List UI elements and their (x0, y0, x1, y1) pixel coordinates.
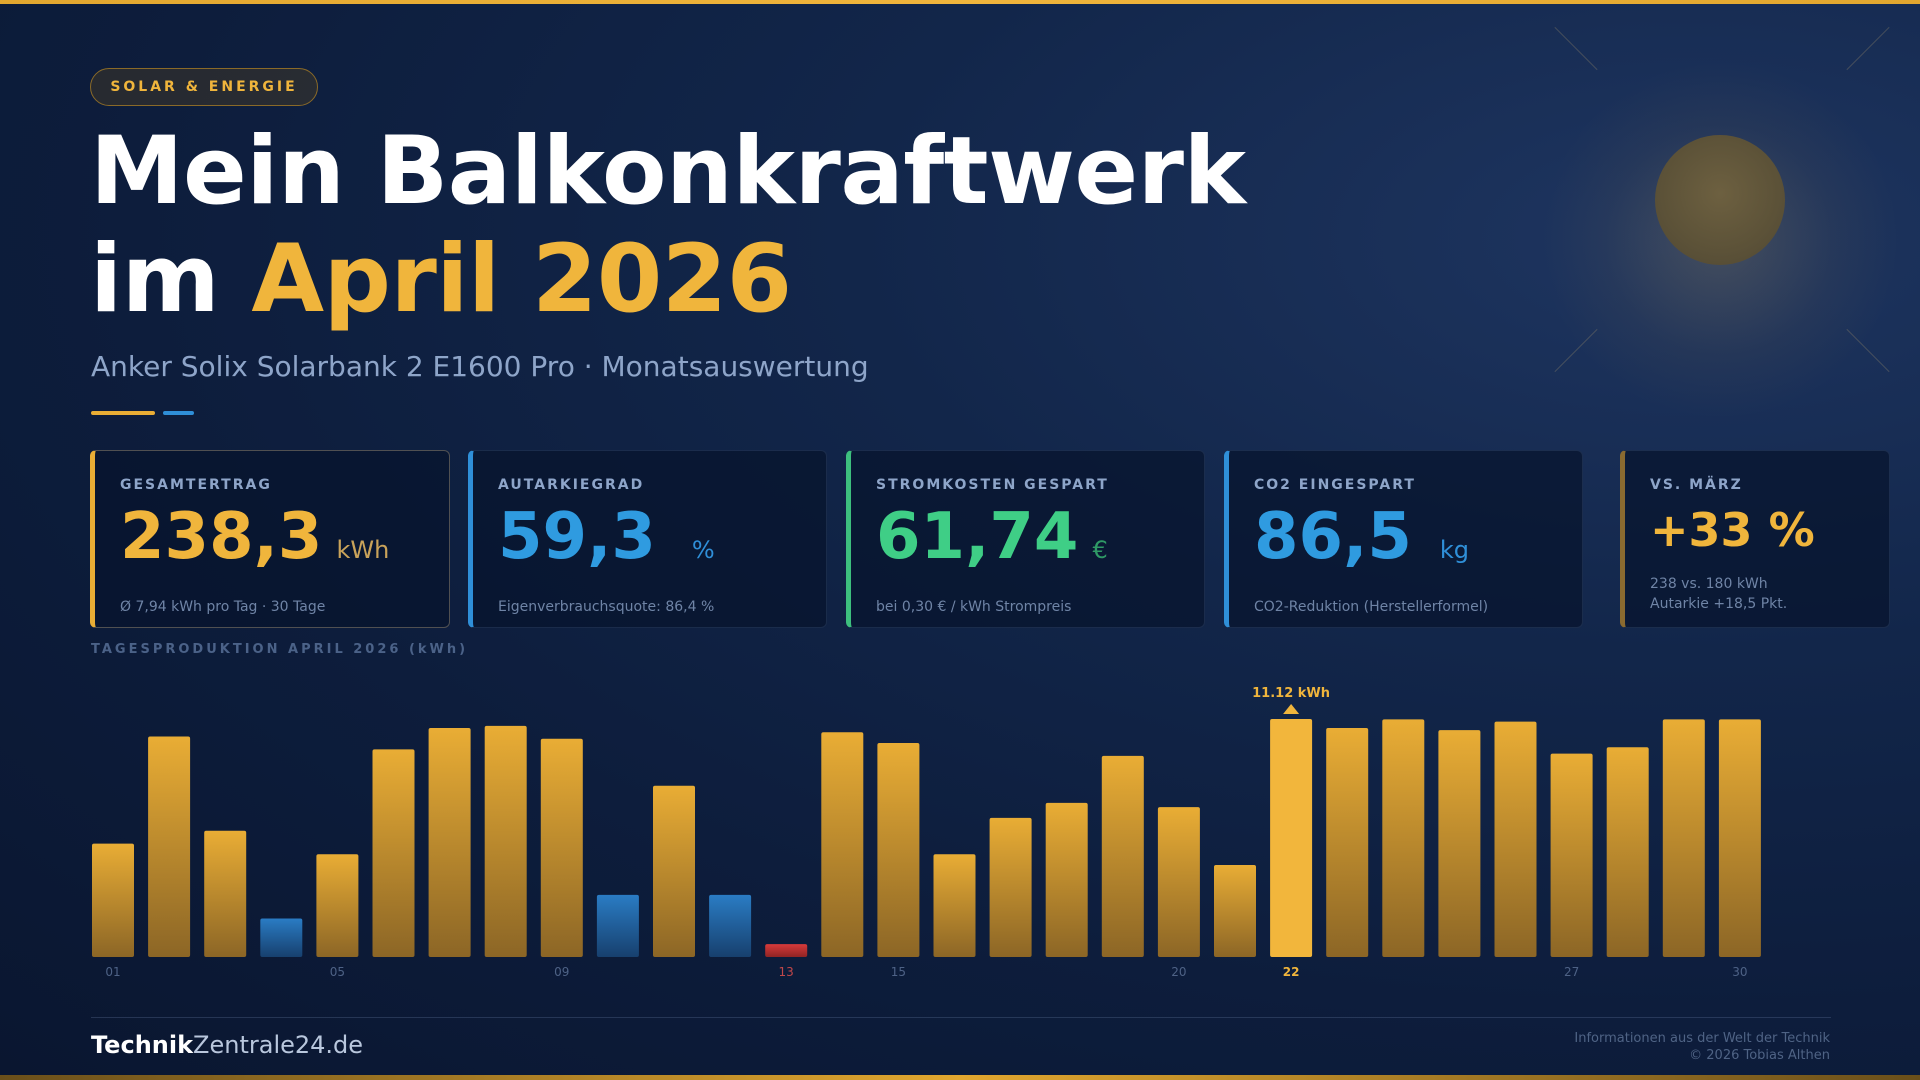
title-line2-highlight: April 2026 (251, 225, 792, 334)
bar-day-18 (1045, 802, 1088, 957)
bar-day-11 (653, 785, 695, 957)
stat-card-gesamtertrag: GESAMTERTRAG 238,3 kWh Ø 7,94 kWh pro Tag… (90, 450, 450, 628)
stat-value: 86,5 (1254, 500, 1412, 574)
title-line2-prefix: im (90, 225, 252, 334)
bar-day-21 (1214, 864, 1256, 957)
bar-day-15 (877, 742, 920, 957)
sun-icon (1655, 135, 1785, 265)
stat-value: +33 % (1650, 503, 1815, 557)
bar-day-19 (1101, 755, 1144, 957)
stat-note: bei 0,30 € / kWh Strompreis (876, 599, 1072, 615)
brand-light: Zentrale24.de (193, 1031, 364, 1059)
footer-info: Informationen aus der Welt der Technik ©… (1574, 1030, 1830, 1064)
bar-day-12 (709, 894, 752, 957)
stat-note: 238 vs. 180 kWh Autarkie +18,5 Pkt. (1650, 574, 1889, 614)
bar-day-25 (1438, 730, 1481, 957)
stat-label: VS. MÄRZ (1650, 477, 1743, 493)
stat-value-row: 86,5 kg (1254, 501, 1582, 589)
bar-day-01 (92, 843, 134, 957)
stat-card-autarkiegrad: AUTARKIEGRAD 59,3% Eigenverbrauchsquote:… (468, 450, 827, 628)
footer-copyright: © 2026 Tobias Althen (1689, 1048, 1830, 1063)
stat-value: 238,3 (120, 500, 323, 574)
stat-note-line1: 238 vs. 180 kWh (1650, 576, 1768, 592)
stat-unit: kg (1439, 536, 1470, 564)
stat-value-row: 238,3 kWh (120, 501, 449, 589)
peak-value-label: 11.12 kWh (1252, 686, 1330, 701)
top-accent-line (0, 0, 1920, 4)
x-tick-label: 22 (1283, 965, 1300, 979)
x-tick-label: 15 (891, 965, 906, 979)
bar-day-23 (1326, 727, 1369, 957)
stat-value-row: 59,3% (498, 501, 826, 589)
x-tick-label: 09 (554, 965, 569, 979)
bar-day-26 (1494, 721, 1537, 957)
x-tick-label: 27 (1564, 965, 1579, 979)
category-tag: SOLAR & ENERGIE (90, 68, 318, 106)
stat-label: CO2 EINGESPART (1254, 477, 1416, 493)
peak-marker-icon (1283, 704, 1300, 714)
stat-card-co2: CO2 EINGESPART 86,5 kg CO2-Reduktion (Her… (1224, 450, 1583, 628)
bar-day-24 (1382, 719, 1425, 957)
accent-bar-gold (91, 411, 155, 415)
title-line1: Mein Balkonkraftwerk (90, 117, 1246, 226)
x-tick-label: 20 (1171, 965, 1186, 979)
bar-day-28 (1606, 747, 1649, 957)
x-tick-label: 05 (330, 965, 345, 979)
stat-note-line2: Autarkie +18,5 Pkt. (1650, 596, 1788, 612)
bar-day-06 (372, 749, 415, 957)
x-tick-label: 01 (105, 965, 120, 979)
bar-day-14 (821, 732, 864, 957)
bar-day-07 (428, 727, 471, 957)
stat-card-vs-maerz: VS. MÄRZ +33 % 238 vs. 180 kWh Autarkie … (1620, 450, 1890, 628)
stat-note: Eigenverbrauchsquote: 86,4 % (498, 599, 715, 615)
bar-day-16 (933, 854, 976, 957)
stat-unit: € (1092, 536, 1108, 564)
bottom-accent-line (0, 1075, 1920, 1080)
brand-bold: Technik (91, 1031, 194, 1059)
x-tick-label: 30 (1732, 965, 1747, 979)
stat-value: 61,74 (876, 500, 1079, 574)
bar-day-20 (1157, 807, 1200, 957)
footer-tagline: Informationen aus der Welt der Technik (1574, 1031, 1830, 1046)
bar-day-08 (484, 725, 527, 957)
bar-day-03 (204, 830, 247, 957)
x-tick-label: 13 (779, 965, 794, 979)
bar-day-17 (989, 817, 1032, 957)
stat-unit: % (691, 536, 715, 564)
brand-logo[interactable]: TechnikZentrale24.de (91, 1031, 363, 1059)
accent-bar-blue (163, 411, 194, 415)
bar-day-22 (1270, 719, 1313, 957)
footer-divider (91, 1017, 1831, 1018)
bar-day-30 (1718, 719, 1761, 957)
stat-label: GESAMTERTRAG (120, 477, 272, 493)
stat-unit: kWh (336, 536, 390, 564)
stat-label: STROMKOSTEN GESPART (876, 477, 1109, 493)
bar-day-29 (1662, 719, 1705, 957)
stat-value-row: 61,74 € (876, 501, 1204, 589)
page-title: Mein Balkonkraftwerk im April 2026 (90, 118, 1246, 334)
chart-title: TAGESPRODUKTION APRIL 2026 (kWh) (91, 642, 469, 657)
bar-day-09 (540, 738, 583, 957)
stat-note: CO2-Reduktion (Herstellerformel) (1254, 599, 1489, 615)
bar-day-27 (1550, 753, 1593, 957)
stat-note: Ø 7,94 kWh pro Tag · 30 Tage (120, 599, 326, 615)
stat-value: 59,3 (498, 500, 656, 574)
page-subtitle: Anker Solix Solarbank 2 E1600 Pro · Mona… (91, 350, 869, 383)
stat-card-stromkosten: STROMKOSTEN GESPART 61,74 € bei 0,30 € / … (846, 450, 1205, 628)
bar-day-10 (596, 894, 639, 957)
bar-day-13 (765, 944, 808, 957)
bar-day-02 (148, 736, 191, 957)
bar-day-05 (316, 854, 359, 957)
stat-label: AUTARKIEGRAD (498, 477, 645, 493)
bar-day-04 (260, 918, 303, 957)
stat-value-row: +33 % (1650, 503, 1889, 568)
